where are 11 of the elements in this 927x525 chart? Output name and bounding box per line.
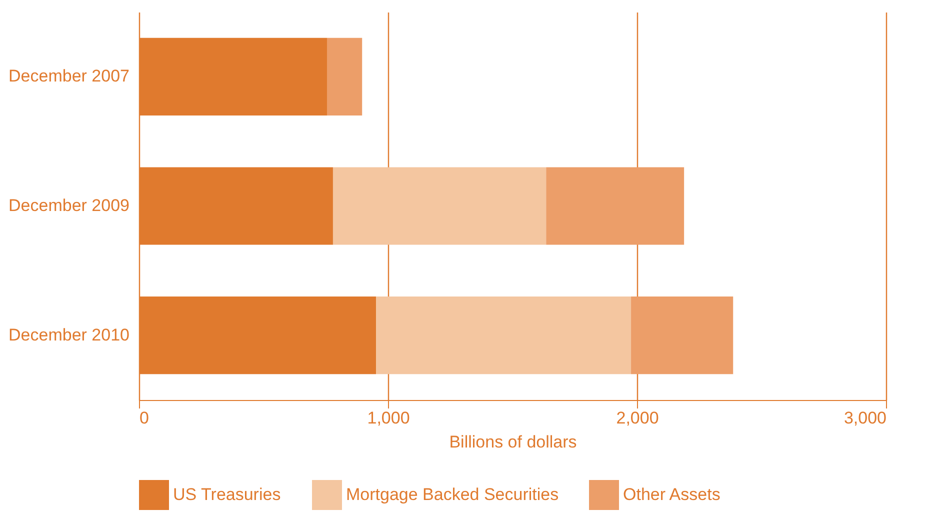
x-tick-label: 3,000 <box>844 408 886 428</box>
y-tick-label: December 2010 <box>8 325 130 344</box>
x-tick-label: 0 <box>140 408 149 428</box>
legend-label: Mortgage Backed Securities <box>346 485 559 504</box>
x-tick-label: 1,000 <box>367 408 410 428</box>
x-axis-title: Billions of dollars <box>449 432 577 452</box>
y-tick-label: December 2009 <box>8 196 130 215</box>
y-tick-label: December 2007 <box>8 66 130 86</box>
x-tick-label: 2,000 <box>616 408 659 428</box>
legend-label: Other Assets <box>623 485 720 504</box>
legend-label: US Treasuries <box>173 485 281 504</box>
